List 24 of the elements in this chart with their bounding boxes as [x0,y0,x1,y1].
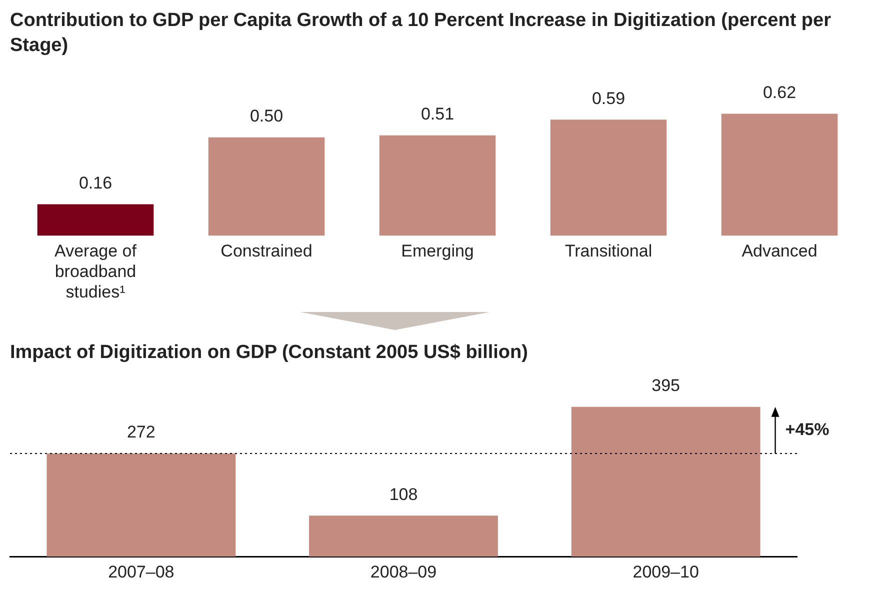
x-tick-label: 2008–09 [370,562,437,582]
x-tick-label: Emerging [401,242,474,261]
bar [379,135,496,236]
chart-title: Impact of Digitization on GDP (Constant 2005 US$ billion) [10,341,529,365]
x-tick-label: Transitional [564,242,652,261]
data-label: 0.59 [592,88,626,108]
data-label: 0.51 [420,104,454,124]
chart-title: Contribution to GDP per Capita Growth of a 10 Percent Increase in Digitization (percent per Stage) [10,9,832,58]
data-label: 0.16 [78,173,112,192]
data-label: 0.50 [250,106,284,126]
bar [721,114,838,236]
data-label: 108 [389,484,418,504]
x-tick-label: 2007–08 [108,562,174,582]
x-tick-label: Advanced [742,242,818,261]
data-label: 272 [126,422,156,442]
x-tick-label: Average of broadband studies¹ [54,242,137,302]
data-label: 395 [652,376,680,396]
bar [208,137,325,236]
bar [37,204,154,236]
annotation: +45% [785,420,830,439]
bar [550,120,667,236]
data-label: 0.62 [762,82,796,102]
x-tick-label: 2009–10 [632,562,699,582]
x-tick-label: Constrained [220,242,312,261]
